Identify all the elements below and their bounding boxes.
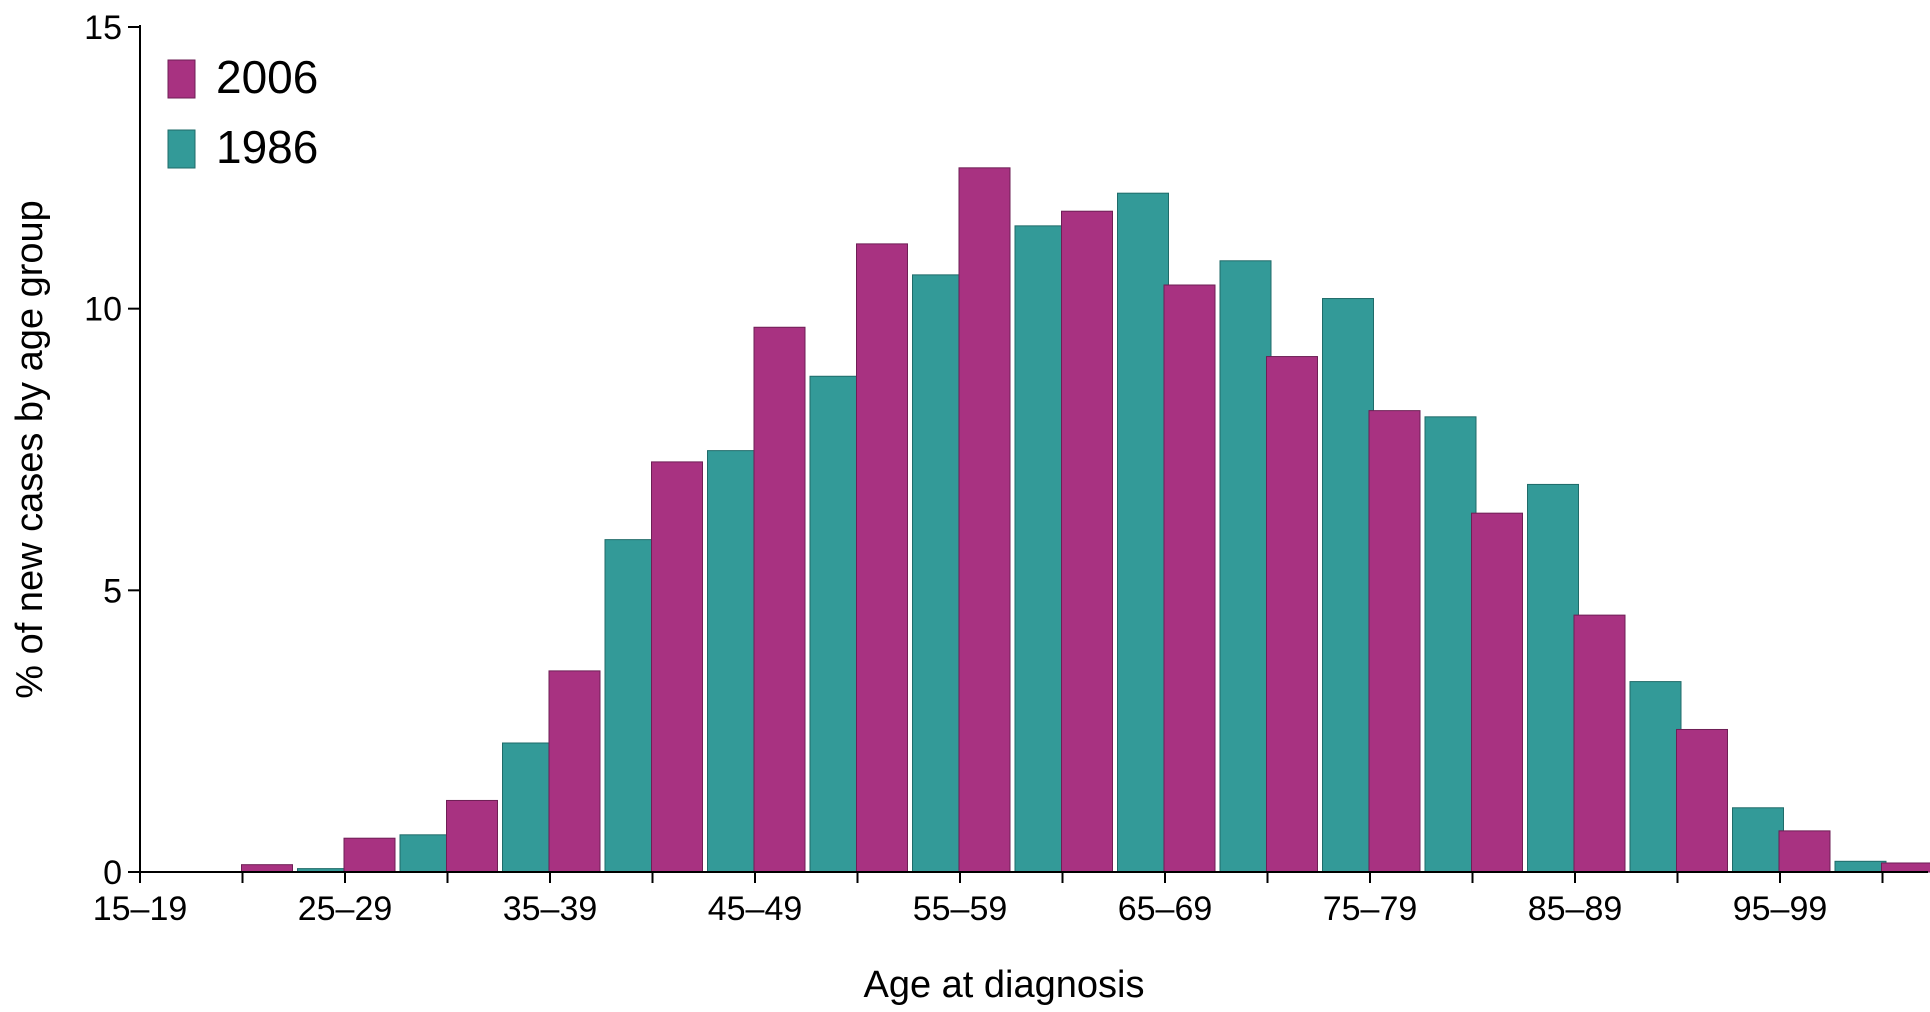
- bar-2006-35–39: [549, 671, 600, 872]
- x-tick-label: 25–29: [298, 890, 393, 928]
- legend-swatch-2006: [168, 60, 195, 98]
- bar-2006-70–74: [1267, 357, 1318, 872]
- bar-2006-85–89: [1574, 615, 1625, 872]
- bar-2006-55–59: [959, 168, 1010, 872]
- bar-1986-70–74: [1323, 299, 1374, 872]
- x-tick-label: 15–19: [93, 890, 188, 928]
- bar-2006-65–69: [1164, 285, 1215, 872]
- bar-2006-90–94: [1677, 729, 1728, 872]
- bar-1986-75–79: [1425, 417, 1476, 872]
- bar-2006-40–44: [652, 462, 703, 872]
- x-axis-title: Age at diagnosis: [864, 964, 1145, 1006]
- bar-1986-45–49: [810, 376, 861, 872]
- bar-2006-50–54: [857, 244, 908, 872]
- legend-swatch-1986: [168, 130, 195, 168]
- x-tick-label: 65–69: [1118, 890, 1213, 928]
- x-tick-label: 75–79: [1323, 890, 1418, 928]
- bar-2006-100+: [1882, 863, 1930, 872]
- y-tick-label: 10: [84, 291, 122, 329]
- bar-2006-80–84: [1472, 513, 1523, 872]
- bar-1986-55–59: [1015, 226, 1066, 872]
- y-tick-label: 0: [103, 854, 122, 892]
- legend-label-1986: 1986: [216, 121, 318, 173]
- bar-1986-25–29: [400, 835, 451, 872]
- bar-1986-65–69: [1220, 261, 1271, 872]
- bars-layer: [242, 168, 1930, 872]
- x-tick-label: 85–89: [1528, 890, 1623, 928]
- legend: 2006 1986: [168, 51, 318, 173]
- legend-label-2006: 2006: [216, 51, 318, 103]
- bar-1986-80–84: [1528, 484, 1579, 872]
- bar-2006-30–34: [447, 800, 498, 872]
- bar-1986-35–39: [605, 540, 656, 872]
- y-axis-title: % of new cases by age group: [9, 200, 51, 699]
- bar-1986-95–99: [1835, 861, 1886, 872]
- x-tick-label: 95–99: [1733, 890, 1828, 928]
- bar-2006-75–79: [1369, 411, 1420, 872]
- bar-2006-45–49: [754, 327, 805, 872]
- bar-1986-50–54: [913, 275, 964, 872]
- y-tick-label: 15: [84, 9, 122, 47]
- bar-2006-20–24: [242, 865, 293, 872]
- x-tick-label: 35–39: [503, 890, 598, 928]
- bar-1986-85–89: [1630, 682, 1681, 872]
- bar-1986-90–94: [1733, 808, 1784, 872]
- bar-2006-95–99: [1779, 831, 1830, 872]
- bar-2006-60–64: [1062, 211, 1113, 872]
- x-tick-label: 45–49: [708, 890, 803, 928]
- x-tick-label: 55–59: [913, 890, 1008, 928]
- bar-1986-30–34: [503, 743, 554, 872]
- bar-1986-40–44: [708, 451, 759, 872]
- y-tick-label: 5: [103, 572, 122, 610]
- bar-1986-60–64: [1118, 193, 1169, 872]
- bar-2006-25–29: [344, 838, 395, 872]
